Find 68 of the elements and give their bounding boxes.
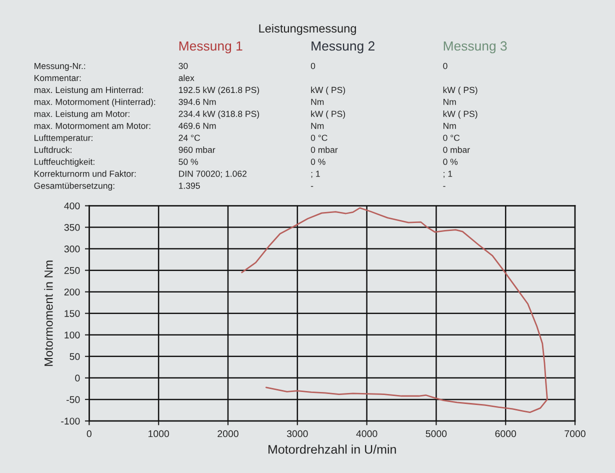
text: -: [443, 186, 446, 187]
text: 192.5 kW (261.8 PS): [179, 86, 260, 95]
x-axis-title: Motordrehzahl in U/min: [268, 444, 396, 454]
text: Nm: [311, 122, 324, 129]
text: 469.6 Nm: [178, 122, 216, 129]
category-label: Messung 1: [179, 41, 242, 54]
line-series: [241, 207, 548, 414]
y-tick-label: 400: [64, 202, 80, 210]
text: 0: [310, 62, 316, 70]
y-tick-label: 0: [75, 374, 80, 382]
text: kW ( PS): [311, 86, 346, 95]
category-label: max. Leistung am Hinterrad:: [34, 86, 143, 95]
text: 234.4 kW (318.8 PS): [178, 110, 260, 119]
x-tick-label: 6000: [495, 430, 516, 438]
text: 1.395: [179, 182, 200, 189]
text: kW ( PS): [443, 86, 478, 95]
x-tick-label: 3000: [286, 430, 308, 438]
category-label: Messung-Nr.:: [34, 62, 86, 71]
x-tick-label: 1000: [148, 430, 170, 438]
text: 0 %: [310, 158, 326, 165]
category-label: max. Motormoment (Hinterrad):: [34, 98, 156, 107]
y-tick-label: -100: [61, 418, 80, 425]
y-tick-label: 100: [64, 332, 80, 339]
y-tick-label: 350: [64, 224, 80, 231]
text: DIN 70020; 1.062: [179, 170, 246, 178]
y-axis-title: Motormoment in Nm: [44, 260, 53, 366]
text: Nm: [444, 122, 456, 129]
category-label: Korrekturnorm und Faktor:: [34, 170, 136, 177]
category-label: Luftfeuchtigkeit:: [34, 158, 94, 167]
y-tick-label: 50: [70, 353, 80, 360]
y-tick-label: 150: [64, 310, 80, 317]
text: Nm: [311, 98, 324, 105]
text: 394.6 Nm: [178, 98, 216, 106]
category-label: Messung 2: [312, 41, 374, 54]
y-tick-label: -50: [66, 396, 80, 404]
category-label: Lufttemperatur:: [34, 134, 92, 143]
text: 24 °C: [178, 134, 200, 141]
category-label: Gesamtübersetzung:: [34, 182, 114, 191]
y-tick-label: 250: [64, 267, 80, 274]
text: 0 mbar: [310, 146, 338, 153]
text: 0 °C: [443, 134, 460, 141]
text: alex: [178, 74, 194, 82]
text: 960 mbar: [178, 146, 216, 153]
text: kW ( PS): [311, 110, 346, 119]
text: 0: [443, 62, 448, 70]
category-label: Luftdruck:: [34, 146, 72, 153]
text: Leistungsmessung: [259, 24, 356, 35]
category-label: Kommentar:: [34, 74, 81, 82]
y-tick-label: 200: [64, 288, 80, 296]
text: 0 mbar: [443, 146, 470, 153]
x-tick-label: 7000: [564, 430, 586, 438]
category-label: max. Leistung am Motor:: [34, 110, 130, 119]
text: -: [310, 186, 314, 187]
text: kW ( PS): [443, 110, 478, 119]
category-label: max. Motormoment am Motor:: [34, 122, 150, 129]
y-tick-label: 300: [64, 246, 80, 252]
x-tick-label: 0: [86, 430, 92, 438]
category-label: Messung 3: [444, 41, 507, 54]
text: ; 1: [444, 170, 452, 178]
text: ; 1: [311, 170, 320, 178]
text: 0 %: [443, 158, 458, 165]
x-tick-label: 2000: [218, 430, 238, 438]
x-tick-label: 4000: [356, 430, 378, 438]
text: 0 °C: [310, 134, 328, 141]
text: 30: [178, 62, 188, 70]
x-tick-label: 5000: [426, 430, 447, 438]
text: Nm: [444, 98, 456, 105]
text: 50 %: [178, 158, 198, 165]
